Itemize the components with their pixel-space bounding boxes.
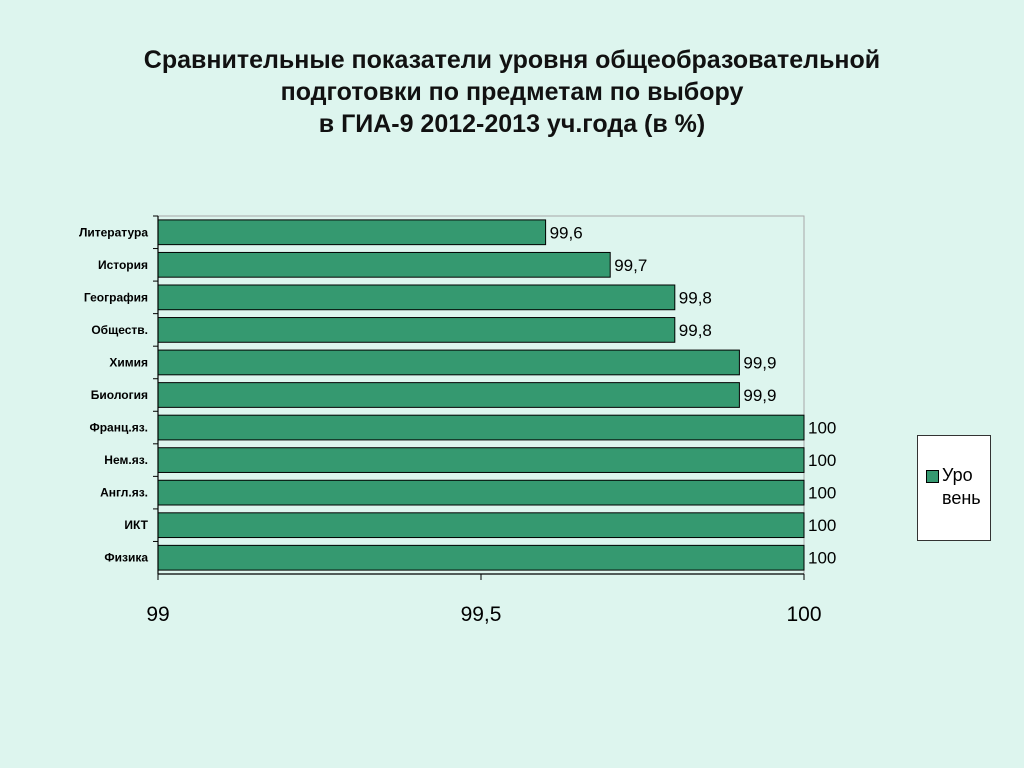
data-label-2: 99,7 xyxy=(614,256,647,275)
category-label-3: География xyxy=(84,290,148,304)
category-labels-group: Литература История География Обществ. Химия Б… xyxy=(79,215,158,565)
bar-5 xyxy=(157,349,740,376)
legend: Уро вень xyxy=(917,435,991,541)
bar-11 xyxy=(157,544,805,571)
data-label-5: 99,9 xyxy=(743,353,776,372)
x-ticks-group: 99 99,5 100 xyxy=(146,574,822,626)
bar-8 xyxy=(157,447,805,473)
bars-group xyxy=(157,219,805,571)
category-label-5: Химия xyxy=(109,355,148,369)
title-line-1: Сравнительные показатели уровня общеобра… xyxy=(143,46,881,74)
data-label-4: 99,8 xyxy=(679,321,712,340)
data-label-10: 100 xyxy=(808,516,836,535)
legend-swatch xyxy=(926,470,939,483)
bar-4 xyxy=(157,317,676,343)
category-label-8: Нем.яз. xyxy=(104,453,148,467)
category-label-7: Франц.яз. xyxy=(89,421,148,435)
category-label-10: ИКТ xyxy=(124,518,148,532)
data-label-1: 99,6 xyxy=(550,223,583,242)
legend-label-line-2: вень xyxy=(942,488,981,508)
data-labels-group: 99,6 99,7 99,8 99,8 99,9 99,9 100 100 100 100 100 xyxy=(550,223,837,567)
bar-3 xyxy=(157,284,676,311)
bar-9 xyxy=(157,479,805,506)
title-line-3: в ГИА-9 2012-2013 уч.года (в %) xyxy=(318,110,706,138)
legend-label: Уро вень xyxy=(942,464,992,510)
bar-7 xyxy=(157,414,805,441)
data-label-7: 100 xyxy=(808,419,836,438)
bar-1 xyxy=(157,219,547,246)
data-label-3: 99,8 xyxy=(679,288,712,307)
legend-label-line-1: Уро xyxy=(942,465,973,485)
x-tick-label-1: 99 xyxy=(146,603,169,626)
x-tick-label-2: 99,5 xyxy=(461,603,502,626)
category-label-4: Обществ. xyxy=(91,323,148,337)
data-label-8: 100 xyxy=(808,451,836,470)
title-line-2: подготовки по предметам по выбору xyxy=(280,78,744,106)
data-label-9: 100 xyxy=(808,484,836,503)
bar-10 xyxy=(157,512,805,539)
category-label-9: Англ.яз. xyxy=(100,486,148,500)
chart-title: Сравнительные показатели уровня общеобра… xyxy=(0,44,1024,140)
category-label-1: Литература xyxy=(79,225,148,239)
category-label-11: Физика xyxy=(104,551,148,565)
data-label-6: 99,9 xyxy=(743,386,776,405)
bar-6 xyxy=(157,382,740,408)
data-label-11: 100 xyxy=(808,549,836,568)
category-label-6: Биология xyxy=(91,388,148,402)
category-label-2: История xyxy=(98,258,148,272)
x-tick-label-3: 100 xyxy=(786,603,821,626)
bar-2 xyxy=(157,251,611,278)
